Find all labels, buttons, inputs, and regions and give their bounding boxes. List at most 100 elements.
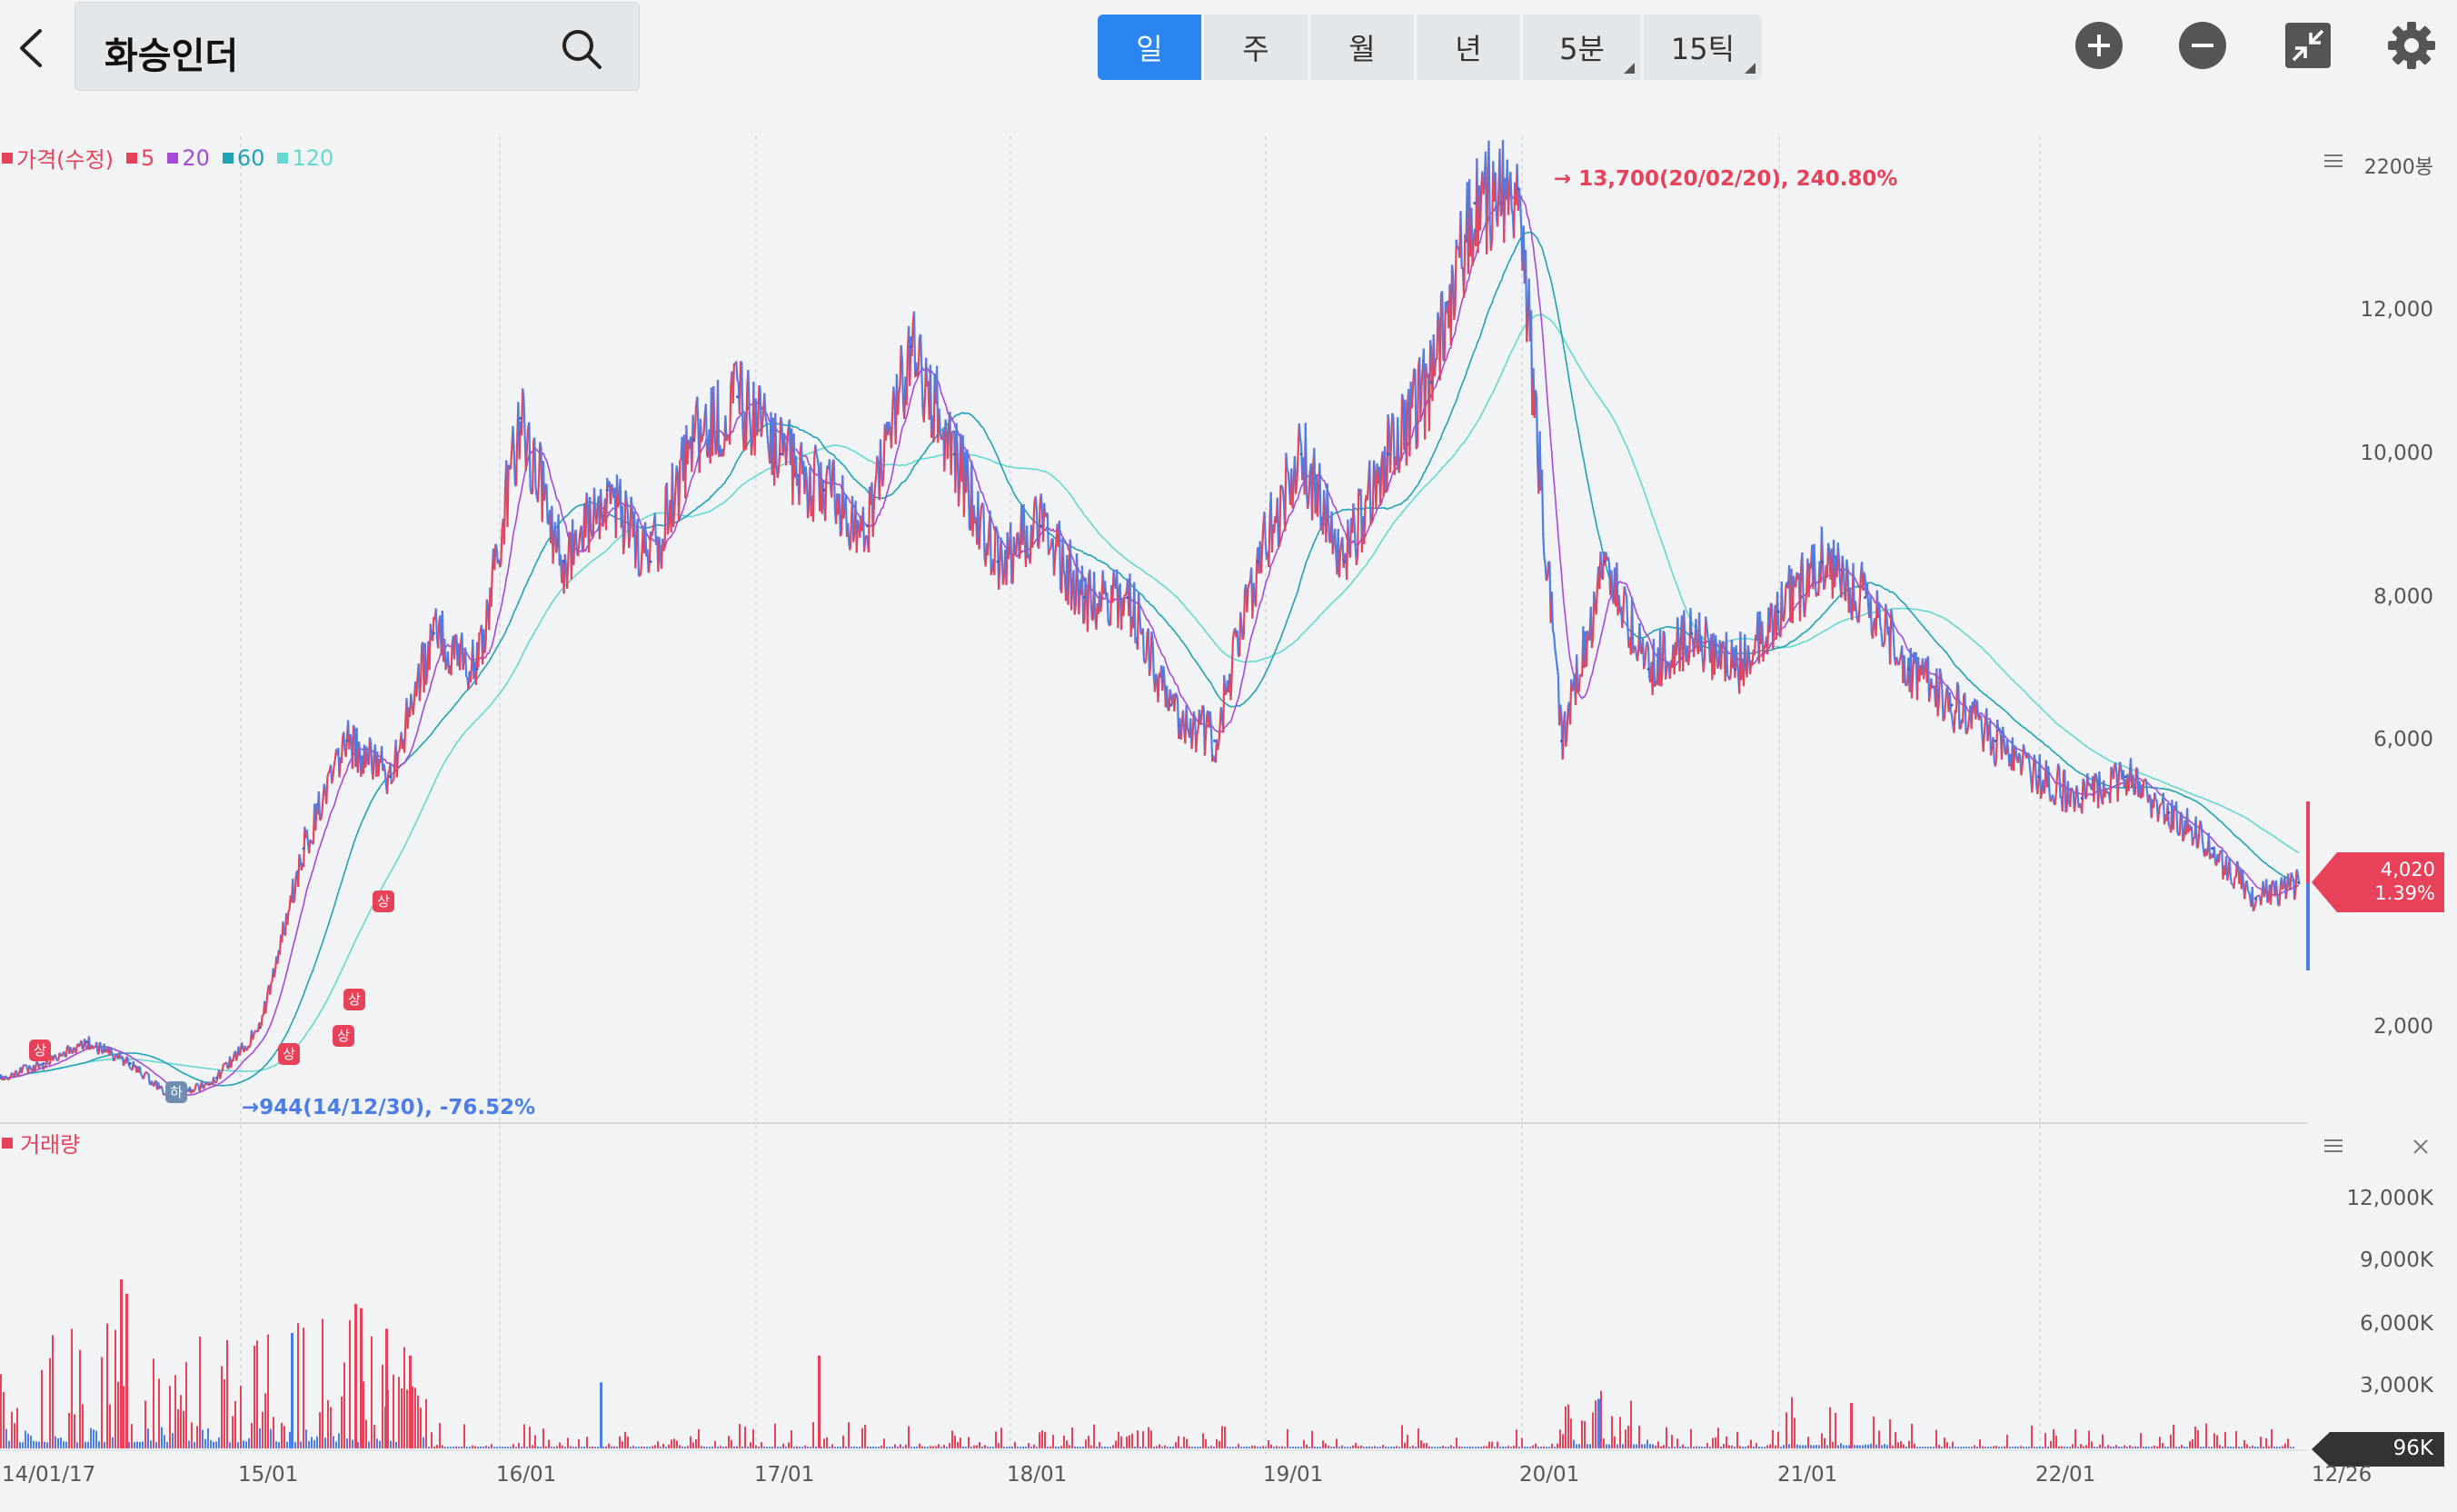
stock-search-box[interactable]: 화승인더 xyxy=(75,2,640,91)
volume-bar xyxy=(761,1442,762,1448)
legend-ma60-label: 60 xyxy=(236,144,265,171)
tab-month[interactable]: 월 xyxy=(1310,15,1414,80)
lower-limit-badge: 하 xyxy=(165,1081,187,1103)
price-segment xyxy=(2119,761,2123,770)
volume-bar xyxy=(1306,1444,1308,1448)
volume-bar xyxy=(1535,1443,1537,1448)
price-segment xyxy=(61,1053,65,1058)
volume-bar xyxy=(684,1447,686,1448)
volume-bar xyxy=(676,1440,678,1448)
volume-bar xyxy=(750,1442,751,1448)
price-segment xyxy=(1644,647,1647,662)
volume-bar xyxy=(2260,1437,2262,1448)
volume-bar xyxy=(2263,1447,2264,1448)
tab-5min[interactable]: 5분 xyxy=(1523,15,1641,80)
price-segment xyxy=(2213,846,2217,864)
price-segment xyxy=(1224,691,1228,696)
price-segment xyxy=(1938,668,1943,676)
price-segment xyxy=(327,770,331,774)
search-icon[interactable] xyxy=(559,26,604,72)
price-segment xyxy=(214,1081,216,1084)
volume-bar xyxy=(267,1334,269,1448)
price-segment xyxy=(1735,645,1738,662)
volume-bar xyxy=(431,1432,433,1448)
volume-bar xyxy=(1049,1446,1051,1448)
volume-bar xyxy=(444,1447,446,1448)
price-segment xyxy=(582,548,584,552)
volume-bar xyxy=(30,1436,32,1448)
volume-bar xyxy=(777,1447,779,1448)
price-segment xyxy=(881,468,885,487)
volume-bar xyxy=(128,1441,130,1448)
plus-circle-icon[interactable] xyxy=(2074,20,2124,71)
volume-bar xyxy=(2148,1447,2150,1448)
volume-bar xyxy=(278,1442,280,1448)
tab-week[interactable]: 주 xyxy=(1204,15,1308,80)
volume-bar xyxy=(403,1347,405,1448)
volume-bar xyxy=(2140,1433,2142,1448)
price-point xyxy=(1169,703,1173,707)
volume-bar xyxy=(692,1442,694,1448)
price-segment xyxy=(2148,794,2152,798)
volume-bar xyxy=(755,1445,757,1448)
volume-bar xyxy=(548,1439,550,1448)
volume-bar xyxy=(1191,1447,1193,1448)
menu-icon[interactable] xyxy=(2323,1138,2344,1154)
price-segment xyxy=(1878,603,1882,625)
price-segment xyxy=(1296,455,1299,482)
volume-bar xyxy=(1655,1445,1656,1448)
volume-bar xyxy=(2243,1440,2245,1448)
price-segment xyxy=(370,741,373,769)
price-segment xyxy=(219,1071,223,1079)
volume-bar xyxy=(1573,1439,1575,1448)
volume-bar xyxy=(477,1447,479,1448)
price-segment xyxy=(214,1080,218,1084)
price-segment xyxy=(506,464,510,527)
volume-bar xyxy=(1570,1418,1572,1448)
price-segment xyxy=(1726,674,1730,678)
price-segment xyxy=(1438,294,1443,381)
volume-bar xyxy=(1663,1445,1665,1448)
price-segment xyxy=(1858,574,1862,602)
price-segment xyxy=(11,1071,15,1077)
minus-circle-icon[interactable] xyxy=(2177,20,2228,71)
price-segment xyxy=(2217,852,2221,863)
price-segment xyxy=(2127,774,2131,791)
volume-bar xyxy=(463,1424,465,1448)
volume-bar xyxy=(788,1442,790,1448)
price-point xyxy=(649,560,652,563)
tab-5min-label: 5분 xyxy=(1559,32,1605,66)
volume-bar xyxy=(1600,1390,1602,1448)
volume-bar xyxy=(1112,1445,1114,1448)
price-segment xyxy=(1632,646,1636,653)
volume-bar xyxy=(1829,1407,1831,1448)
price-segment xyxy=(2034,762,2038,787)
tab-15tick[interactable]: 15틱 xyxy=(1644,15,1762,80)
volume-bar xyxy=(796,1446,798,1448)
volume-bar xyxy=(237,1442,239,1448)
price-segment xyxy=(1910,672,1915,699)
price-segment xyxy=(2061,771,2065,812)
menu-icon[interactable] xyxy=(2323,153,2344,169)
gear-icon[interactable] xyxy=(2386,20,2437,71)
back-button[interactable] xyxy=(9,20,56,76)
volume-bar xyxy=(180,1395,182,1448)
volume-bar xyxy=(240,1385,242,1448)
volume-bar xyxy=(856,1447,858,1448)
volume-bar xyxy=(174,1375,176,1448)
volume-bar xyxy=(2254,1447,2256,1448)
price-segment xyxy=(2175,801,2179,832)
price-segment xyxy=(1700,635,1704,658)
price-segment xyxy=(828,459,832,488)
volume-bar xyxy=(1248,1447,1250,1448)
volume-bar xyxy=(1180,1447,1182,1448)
tab-year[interactable]: 년 xyxy=(1417,15,1520,80)
price-segment xyxy=(1897,660,1901,666)
price-segment xyxy=(252,1034,255,1040)
price-segment xyxy=(1148,665,1152,676)
volume-bar xyxy=(799,1447,801,1448)
tab-day[interactable]: 일 xyxy=(1098,15,1201,80)
collapse-arrows-icon[interactable] xyxy=(2283,20,2333,71)
close-icon[interactable] xyxy=(2412,1138,2430,1156)
